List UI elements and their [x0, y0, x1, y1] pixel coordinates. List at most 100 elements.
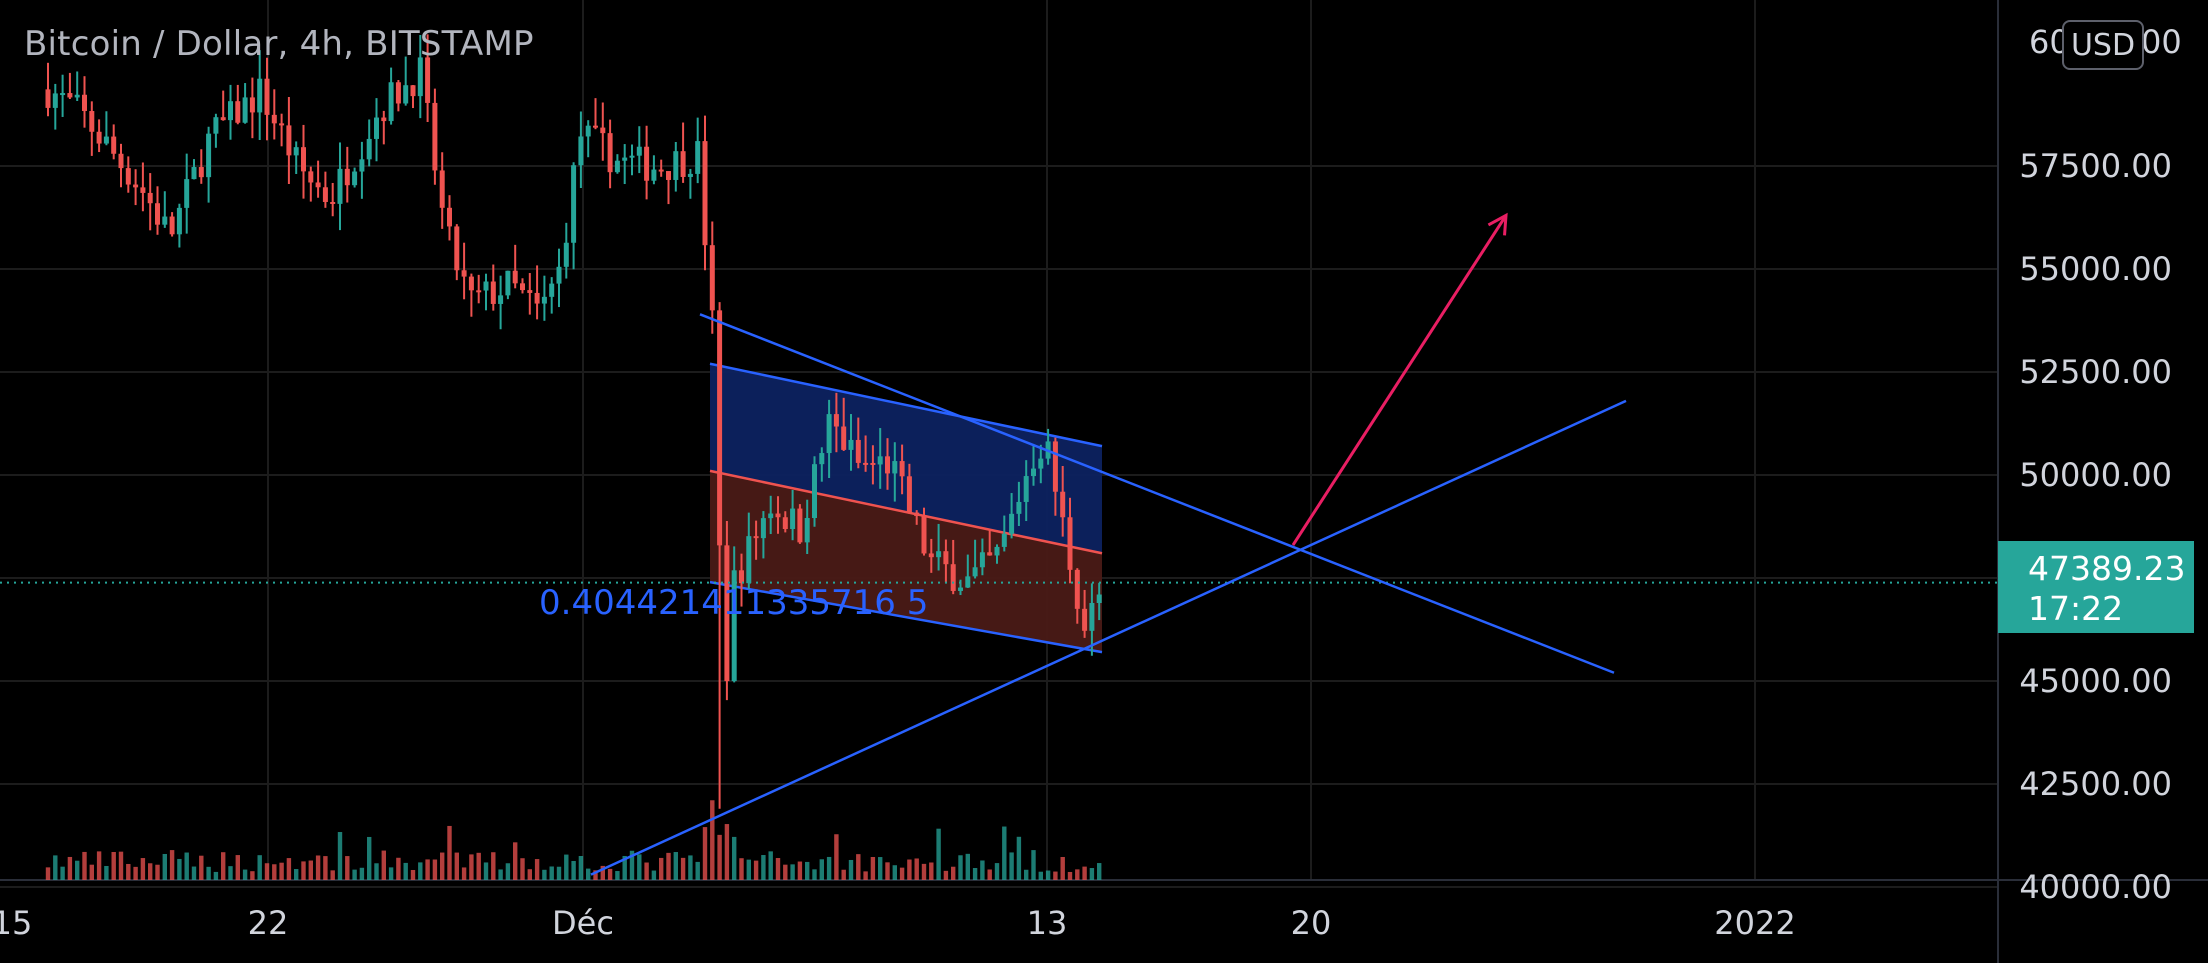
candle-body: [673, 151, 679, 180]
last-price-badge: 47389.23 17:22: [1998, 541, 2194, 633]
volume-bars: [45, 800, 1102, 880]
candle-body: [717, 310, 723, 546]
volume-bar: [1016, 836, 1022, 880]
candle-body: [775, 513, 781, 518]
candle-body: [928, 553, 934, 558]
volume-bar: [1089, 868, 1095, 880]
channel-mid-line: [709, 469, 1103, 555]
volume-bar: [67, 856, 73, 880]
candle-body: [943, 551, 949, 565]
volume-bar: [637, 854, 642, 880]
volume-bar: [264, 863, 270, 880]
candle-body: [417, 57, 423, 97]
volume-bar: [1045, 870, 1051, 880]
candle-body: [541, 296, 547, 304]
candle-body: [279, 123, 285, 126]
volume-bar: [768, 851, 773, 880]
candle-body: [651, 169, 657, 181]
volume-bar: [199, 855, 204, 880]
candle-body: [1096, 594, 1102, 603]
volume-bar: [761, 855, 766, 880]
candle-body: [315, 182, 321, 188]
candle-body: [607, 133, 613, 173]
volume-bar: [812, 869, 817, 880]
volume-bar: [235, 855, 240, 880]
candle-body: [337, 168, 343, 204]
candle-body: [191, 167, 197, 180]
candle-body: [374, 117, 379, 139]
volume-bar: [936, 828, 941, 880]
volume-bar: [315, 855, 321, 880]
price-tick-label: 52500.00: [2019, 353, 2172, 391]
candle-body: [425, 57, 431, 103]
volume-bar: [615, 871, 620, 880]
candle-body: [600, 127, 606, 134]
volume-bar: [790, 864, 795, 880]
volume-bar: [929, 862, 934, 880]
volume-bar: [666, 852, 671, 880]
candle-body: [666, 171, 671, 180]
volume-bar: [629, 850, 635, 880]
volume-bar: [1009, 852, 1014, 880]
volume-bar: [447, 825, 452, 880]
last-price-value: 47389.23: [2028, 549, 2186, 588]
volume-bar: [96, 851, 102, 880]
volume-bar: [345, 856, 350, 880]
candle-body: [826, 414, 832, 454]
volume-bar: [440, 852, 445, 880]
candle-body: [892, 461, 898, 474]
volume-bar: [513, 842, 518, 880]
candle-body: [936, 551, 942, 558]
time-tick-label: 13: [1027, 904, 1068, 942]
time-tick-label: 22: [248, 904, 289, 942]
volume-bar: [564, 854, 569, 880]
candle-body: [804, 518, 810, 543]
candlesticks: [45, 34, 1102, 809]
trend-drawings[interactable]: [0, 212, 1998, 876]
candle-body: [950, 564, 956, 591]
candle-body: [67, 93, 73, 98]
candle-body: [914, 512, 920, 517]
volume-bar: [53, 855, 58, 880]
candle-body: [242, 97, 248, 123]
volume-bar: [213, 871, 219, 880]
volume-bar: [1060, 856, 1065, 880]
volume-bar: [89, 864, 94, 880]
candle-body: [782, 517, 788, 529]
candle-body: [731, 570, 737, 682]
ascending-trendline: [590, 399, 1627, 876]
candle-body: [1067, 517, 1073, 570]
candle-body: [293, 147, 299, 156]
currency-button[interactable]: USD: [2062, 20, 2144, 70]
candle-body: [490, 281, 496, 304]
candle-body: [103, 136, 109, 144]
volume-bar: [454, 852, 459, 880]
volume-bar: [1002, 826, 1007, 880]
candle-body: [1016, 501, 1022, 514]
time-axis[interactable]: 15 22 Déc 13 20 2022: [0, 904, 1796, 942]
volume-bar: [943, 870, 949, 880]
volume-bar: [359, 867, 365, 880]
volume-bar: [753, 860, 759, 880]
candle-body: [498, 295, 504, 304]
volume-bar: [644, 862, 649, 880]
price-tick-label: 50000.00: [2019, 456, 2172, 494]
volume-bar: [403, 862, 408, 880]
volume-bar: [695, 861, 700, 880]
price-axis[interactable]: 57500.00 55000.00 52500.00 50000.00 45000.00…: [2019, 23, 2181, 906]
candle-body: [198, 167, 204, 178]
candle-body: [74, 94, 80, 98]
volume-bar: [294, 869, 299, 880]
candle-body: [994, 546, 1000, 556]
candle-body: [1009, 513, 1015, 534]
price-tick-label: 40000.00: [2019, 868, 2172, 906]
candle-body: [578, 136, 584, 166]
candle-body: [169, 216, 175, 235]
volume-bar: [228, 866, 233, 880]
candle-body: [257, 78, 263, 113]
candle-body: [549, 283, 555, 297]
candle-body: [899, 461, 905, 477]
volume-bar: [133, 866, 138, 880]
volume-bar: [586, 868, 591, 880]
